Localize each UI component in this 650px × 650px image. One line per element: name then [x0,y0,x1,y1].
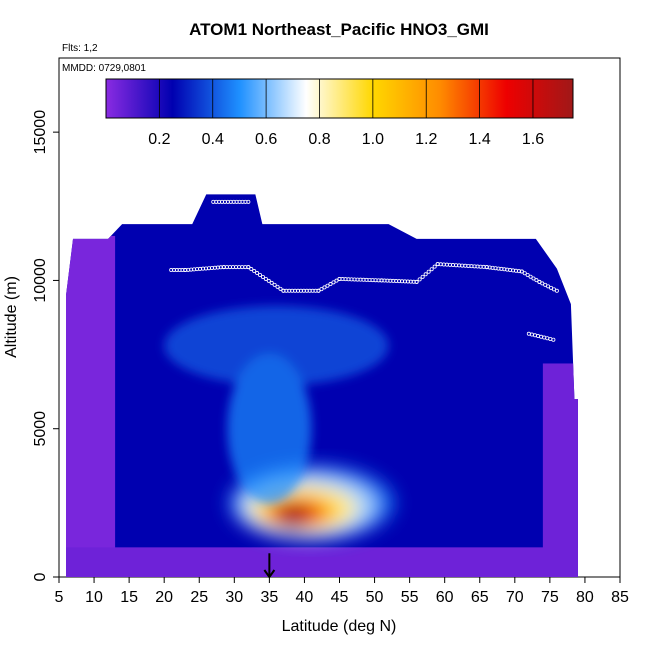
flight-track-point [246,199,251,204]
flight-track-point [525,272,530,277]
midlevel-plume [164,305,389,504]
flight-track-point [260,274,265,279]
flight-track [526,331,556,342]
colorbar-tick-label: 0.4 [202,131,224,148]
flight-track-point [255,271,260,276]
x-tick-label: 75 [541,589,559,606]
x-tick-label: 30 [225,589,243,606]
x-tick-label: 10 [85,589,103,606]
flight-track-point [249,267,254,272]
flight-track [211,199,251,204]
surface-low-region [66,547,578,577]
flight-track [169,262,559,293]
x-tick-label: 60 [436,589,454,606]
x-tick-label: 55 [401,589,419,606]
flight-track-point [319,287,324,292]
flight-track-point [420,274,425,279]
y-axis: 0 5000 10000 15000 [32,110,59,581]
x-tick-label: 65 [471,589,489,606]
contour-band [278,502,308,530]
y-axis-title: Altitude (m) [3,276,20,358]
y-tick-label: 10000 [32,258,49,303]
flight-track-point [252,269,257,274]
y-tick-label: 0 [32,572,49,581]
flight-track-point [414,279,419,284]
flight-track-point [429,267,434,272]
flight-track-point [534,278,539,283]
plume-band [227,353,312,504]
flight-track-point [334,278,339,283]
x-axis-title: Latitude (deg N) [282,618,397,635]
x-tick-label: 85 [611,589,629,606]
colorbar-tick-label: 1.4 [468,131,490,148]
x-axis: 5 10 15 20 25 30 35 40 45 50 55 60 65 70 75 80 85 [55,577,629,606]
colorbar-tick-label: 0.2 [148,131,170,148]
chart-title: ATOM1 Northeast_Pacific HNO3_GMI [189,20,489,39]
flight-track-point [269,280,274,285]
x-tick-label: 25 [190,589,208,606]
date-note: MMDD: 0729,0801 [62,63,146,74]
y-tick-label: 5000 [32,411,49,447]
flight-track-point [266,278,271,283]
x-tick-label: 15 [120,589,138,606]
southern-low-region [66,235,116,577]
flight-track-point [275,284,280,289]
x-tick-label: 35 [260,589,278,606]
flight-track-point [258,272,263,277]
x-tick-label: 45 [331,589,349,606]
flight-track-point [519,269,524,274]
flight-track-point [325,283,330,288]
flight-track-point [551,337,556,342]
flights-note: Flts: 1,2 [62,43,98,54]
colorbar-tick-label: 0.6 [255,131,277,148]
x-tick-label: 40 [296,589,314,606]
flight-track-point [328,282,333,287]
flight-track-point [278,286,283,291]
x-tick-label: 70 [506,589,524,606]
flight-track-point [426,269,431,274]
flight-track-point [263,276,268,281]
colorbar-tick-label: 1.2 [415,131,437,148]
plume-band [164,305,389,386]
flight-track-point [322,285,327,290]
y-tick-label: 15000 [32,110,49,155]
flight-track-point [522,271,527,276]
flight-track-point [417,277,422,282]
x-tick-label: 80 [576,589,594,606]
x-tick-label: 20 [155,589,173,606]
flight-track-point [554,288,559,293]
x-tick-label: 50 [366,589,384,606]
flight-track-point [246,265,251,270]
x-tick-label: 5 [55,589,64,606]
colorbar: 0.2 0.4 0.6 0.8 1.0 1.2 1.4 1.6 [105,78,574,148]
flight-track-point [272,282,277,287]
heatmap [66,194,578,577]
flight-track-point [331,280,336,285]
colorbar-gradient [105,78,574,119]
flight-tracks [169,199,559,342]
flight-track-point [423,272,428,277]
flight-track-point [531,276,536,281]
colorbar-tick-label: 1.0 [362,131,384,148]
colorbar-tick-label: 0.8 [308,131,330,148]
flight-track-point [432,264,437,269]
heatmap-field [66,194,578,577]
colorbar-tick-label: 1.6 [522,131,544,148]
northern-low-region [542,363,578,577]
flight-track-point [528,274,533,279]
flight-track-point [316,288,321,293]
